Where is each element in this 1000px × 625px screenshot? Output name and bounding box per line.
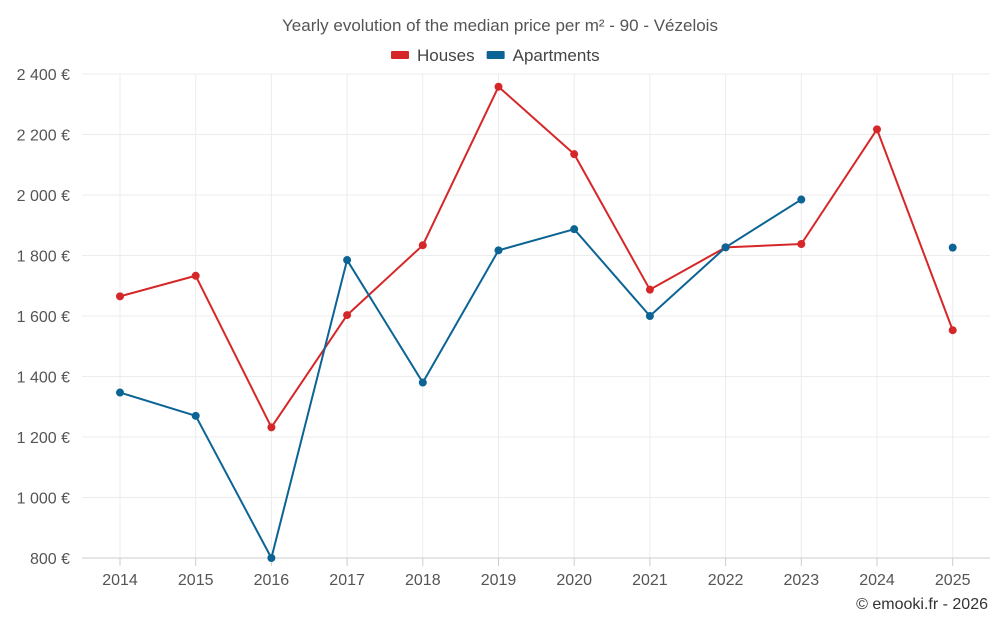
series-line-apartments [119, 198, 802, 559]
x-tick-label: 2022 [708, 572, 744, 589]
series-houses [116, 82, 957, 432]
data-point-houses[interactable] [267, 423, 276, 432]
chart-title: Yearly evolution of the median price per… [282, 16, 718, 35]
data-point-apartments[interactable] [116, 388, 124, 397]
y-tick-label: 2 000 € [17, 188, 70, 205]
y-tick-label: 2 200 € [17, 128, 70, 145]
x-tick-label: 2025 [935, 572, 971, 589]
x-tick-label: 2019 [481, 572, 517, 589]
y-tick-label: 1 200 € [17, 430, 70, 447]
footer-credit: © emooki.fr - 2026 [856, 596, 988, 613]
x-tick-label: 2018 [405, 572, 441, 589]
legend-label: Apartments [513, 46, 600, 65]
x-tick-label: 2016 [254, 572, 290, 589]
series-line-houses [119, 85, 954, 429]
y-tick-label: 1 600 € [17, 309, 70, 326]
legend-swatch [391, 51, 409, 59]
data-point-apartments[interactable] [797, 195, 806, 204]
data-point-houses[interactable] [494, 82, 503, 91]
x-tick-label: 2024 [859, 572, 895, 589]
y-tick-label: 800 € [30, 551, 70, 568]
data-point-houses[interactable] [418, 241, 427, 250]
y-tick-label: 1 400 € [17, 370, 70, 387]
x-tick-label: 2021 [632, 572, 668, 589]
y-tick-label: 1 800 € [17, 249, 70, 266]
data-point-apartments[interactable] [570, 225, 579, 234]
x-tick-label: 2020 [556, 572, 592, 589]
data-point-houses[interactable] [797, 240, 806, 249]
x-tick-label: 2023 [784, 572, 820, 589]
data-point-houses[interactable] [116, 292, 124, 301]
data-point-houses[interactable] [645, 285, 654, 294]
data-point-houses[interactable] [948, 326, 957, 335]
y-tick-label: 1 000 € [17, 491, 70, 508]
data-point-apartments[interactable] [645, 312, 654, 320]
data-point-houses[interactable] [191, 271, 200, 280]
legend-swatch [486, 51, 505, 59]
data-point-houses[interactable] [570, 150, 579, 159]
series-group [116, 82, 957, 562]
y-tick-label: 2 400 € [17, 67, 70, 84]
legend-item-apartments[interactable]: Apartments [486, 46, 600, 65]
x-tick-label: 2017 [329, 572, 365, 589]
legend-label: Houses [417, 46, 475, 65]
data-point-apartments[interactable] [191, 411, 200, 420]
data-point-apartments[interactable] [721, 243, 730, 252]
axes [82, 557, 990, 566]
x-tick-label: 2014 [102, 572, 138, 589]
grid-lines [82, 73, 990, 558]
data-point-apartments[interactable] [948, 243, 957, 252]
x-tick-label: 2015 [178, 572, 214, 589]
data-point-houses[interactable] [343, 311, 352, 320]
chart-legend: Houses Apartments [391, 46, 600, 65]
data-point-apartments[interactable] [343, 256, 352, 265]
data-point-apartments[interactable] [494, 246, 503, 255]
data-point-apartments[interactable] [267, 554, 276, 562]
x-axis-ticks: 2014 2015 2016 2017 2018 2019 2020 2021 2022 2023… [102, 572, 970, 589]
legend-item-houses[interactable]: Houses [391, 46, 475, 65]
y-axis-ticks: 800 € 1 000 € 1 200 € 1 400 € 1 600 € 1 800 €… [17, 67, 70, 568]
series-apartments [116, 195, 957, 562]
data-point-apartments[interactable] [418, 378, 427, 387]
data-point-houses[interactable] [873, 125, 881, 134]
